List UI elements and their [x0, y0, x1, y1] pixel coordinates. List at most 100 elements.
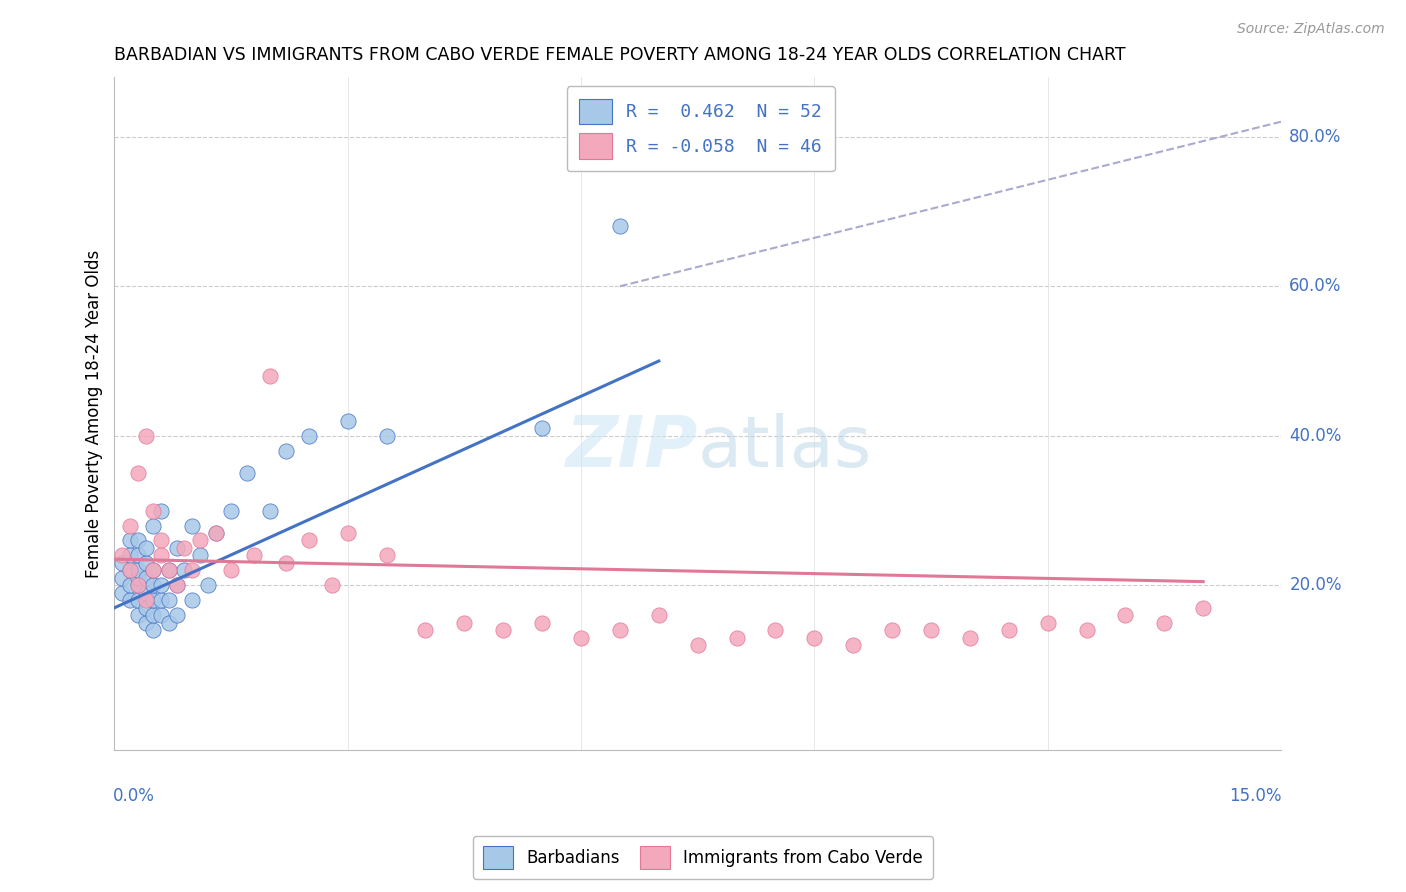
Text: 15.0%: 15.0%	[1230, 787, 1282, 805]
Point	[1036, 615, 1059, 630]
Point	[259, 503, 281, 517]
Point	[959, 631, 981, 645]
Point	[298, 533, 321, 548]
Point	[997, 624, 1019, 638]
Point	[157, 615, 180, 630]
Point	[127, 549, 149, 563]
Point	[842, 638, 865, 652]
Point	[127, 571, 149, 585]
Text: 40.0%: 40.0%	[1289, 426, 1341, 445]
Text: Source: ZipAtlas.com: Source: ZipAtlas.com	[1237, 22, 1385, 37]
Point	[204, 526, 226, 541]
Point	[219, 503, 242, 517]
Point	[150, 578, 173, 592]
Point	[142, 518, 165, 533]
Point	[111, 549, 134, 563]
Point	[142, 608, 165, 623]
Text: 60.0%: 60.0%	[1289, 277, 1341, 295]
Point	[336, 526, 359, 541]
Point	[118, 563, 141, 577]
Point	[181, 518, 204, 533]
Point	[235, 466, 257, 480]
Point	[298, 429, 321, 443]
Point	[204, 526, 226, 541]
Point	[127, 466, 149, 480]
Point	[127, 563, 149, 577]
Point	[150, 593, 173, 607]
Point	[453, 615, 475, 630]
Point	[118, 563, 141, 577]
Point	[219, 563, 242, 577]
Point	[686, 638, 709, 652]
Point	[765, 624, 787, 638]
Point	[609, 219, 631, 234]
Point	[181, 593, 204, 607]
Point	[569, 631, 592, 645]
Point	[803, 631, 825, 645]
Point	[188, 533, 211, 548]
Point	[1114, 608, 1136, 623]
Point	[375, 429, 398, 443]
Point	[118, 593, 141, 607]
Point	[150, 549, 173, 563]
Point	[1076, 624, 1098, 638]
Point	[111, 586, 134, 600]
Point	[127, 578, 149, 592]
Point	[142, 563, 165, 577]
Point	[375, 549, 398, 563]
Point	[118, 533, 141, 548]
Point	[1192, 600, 1215, 615]
Point	[274, 556, 297, 570]
Point	[127, 533, 149, 548]
Point	[243, 549, 266, 563]
Point	[150, 503, 173, 517]
Legend: R =  0.462  N = 52, R = -0.058  N = 46: R = 0.462 N = 52, R = -0.058 N = 46	[567, 86, 835, 171]
Point	[188, 549, 211, 563]
Point	[181, 563, 204, 577]
Legend: Barbadians, Immigrants from Cabo Verde: Barbadians, Immigrants from Cabo Verde	[472, 836, 934, 880]
Point	[882, 624, 904, 638]
Point	[142, 624, 165, 638]
Point	[274, 443, 297, 458]
Point	[134, 541, 156, 555]
Point	[134, 615, 156, 630]
Point	[173, 541, 195, 555]
Point	[134, 600, 156, 615]
Point	[142, 503, 165, 517]
Point	[197, 578, 219, 592]
Y-axis label: Female Poverty Among 18-24 Year Olds: Female Poverty Among 18-24 Year Olds	[86, 249, 103, 577]
Text: BARBADIAN VS IMMIGRANTS FROM CABO VERDE FEMALE POVERTY AMONG 18-24 YEAR OLDS COR: BARBADIAN VS IMMIGRANTS FROM CABO VERDE …	[114, 46, 1126, 64]
Point	[531, 615, 554, 630]
Text: 20.0%: 20.0%	[1289, 576, 1341, 594]
Point	[134, 593, 156, 607]
Point	[492, 624, 515, 638]
Point	[173, 563, 195, 577]
Point	[1153, 615, 1175, 630]
Point	[127, 608, 149, 623]
Point	[166, 541, 188, 555]
Point	[127, 593, 149, 607]
Point	[127, 578, 149, 592]
Text: 0.0%: 0.0%	[114, 787, 155, 805]
Point	[134, 571, 156, 585]
Point	[725, 631, 748, 645]
Point	[336, 414, 359, 428]
Point	[157, 563, 180, 577]
Text: ZIP: ZIP	[565, 412, 697, 482]
Point	[157, 563, 180, 577]
Point	[157, 593, 180, 607]
Point	[134, 556, 156, 570]
Point	[166, 578, 188, 592]
Point	[150, 533, 173, 548]
Point	[531, 421, 554, 435]
Point	[134, 429, 156, 443]
Point	[166, 608, 188, 623]
Point	[259, 369, 281, 384]
Point	[111, 556, 134, 570]
Point	[118, 578, 141, 592]
Point	[142, 578, 165, 592]
Point	[920, 624, 942, 638]
Point	[648, 608, 671, 623]
Point	[609, 624, 631, 638]
Point	[118, 549, 141, 563]
